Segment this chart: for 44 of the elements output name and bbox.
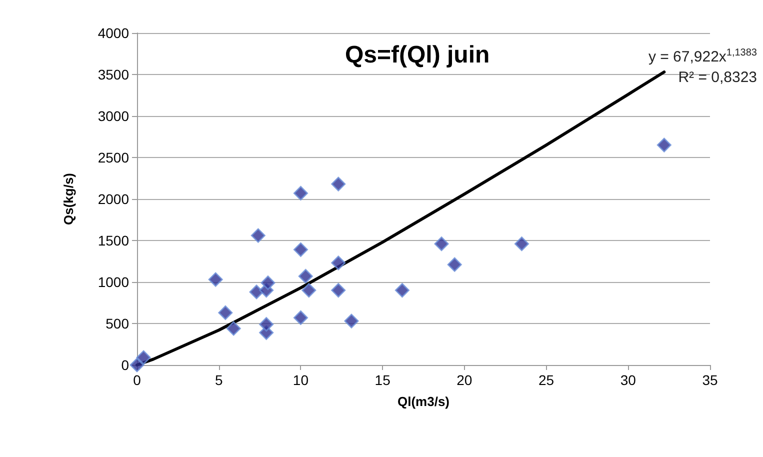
y-tick-label: 2000 [98,191,130,207]
y-tick-label: 3500 [98,66,130,82]
x-tick-label: 10 [292,372,309,388]
point [208,272,223,287]
x-axis-title: Ql(m3/s) [397,394,450,409]
point [331,176,346,192]
x-tick-label: 25 [538,372,554,388]
point [302,283,316,298]
point [293,310,308,325]
x-tick-label: 0 [133,372,142,388]
y-tick-label: 2500 [98,150,130,166]
point [250,228,266,243]
point [514,236,529,252]
point [298,268,313,284]
x-tick-label: 30 [620,372,636,388]
annotation: R² = 0,8323 [678,69,758,86]
point [331,256,346,270]
point [136,350,151,365]
x-tick-label: 35 [702,372,718,388]
point [331,283,346,298]
x-tick-label: 5 [214,372,223,388]
point [447,257,462,272]
y-tick-label: 4000 [98,25,130,41]
y-tick-label: 0 [121,357,130,373]
point [226,321,241,336]
y-axis-title: Qs(kg/s) [61,172,76,226]
point [434,236,449,252]
y-tick-label: 1000 [98,274,130,290]
point [394,283,410,298]
point [293,186,308,200]
point [260,276,276,290]
point [249,284,264,300]
point [293,242,308,257]
point [259,317,274,332]
point [656,138,672,152]
chart-title: Qs=f(Ql) juin [345,42,490,68]
point [218,305,233,320]
point [344,314,359,328]
y-tick-label: 1500 [98,232,130,248]
x-tick-label: 15 [374,372,391,388]
y-tick-label: 3000 [98,108,130,124]
y-tick-label: 500 [106,316,130,332]
x-tick-label: 20 [456,372,472,388]
point [130,358,144,372]
